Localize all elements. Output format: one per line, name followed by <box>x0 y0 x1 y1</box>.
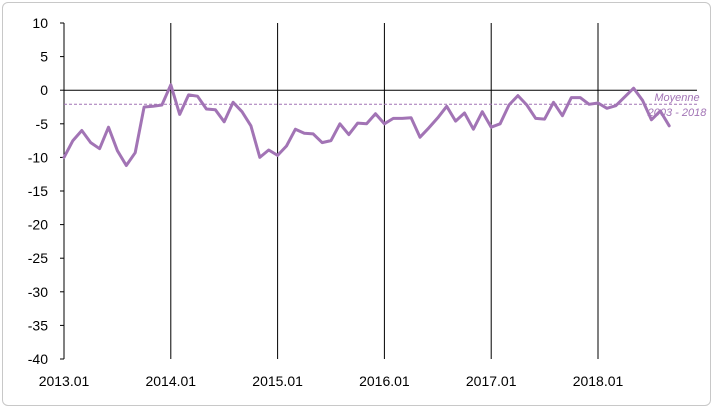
data-point <box>543 118 546 120</box>
data-point <box>615 104 617 107</box>
y-tick-label: -25 <box>28 250 48 266</box>
data-point <box>401 117 404 120</box>
data-point <box>570 96 573 99</box>
data-point <box>187 94 190 96</box>
data-point <box>152 105 154 108</box>
data-point <box>72 139 74 142</box>
data-point <box>63 156 65 159</box>
data-point <box>143 106 145 108</box>
data-point <box>232 101 234 104</box>
data-point <box>508 104 510 106</box>
data-point <box>410 117 412 119</box>
y-tick-label: 10 <box>32 15 48 31</box>
data-point <box>579 96 581 99</box>
data-point <box>125 164 128 167</box>
data-point <box>205 108 208 110</box>
x-tick-label: 2015.01 <box>252 373 303 389</box>
y-axis-ticks: 10 5 0 -5 -10 -15 -20 -25 -30 -35 -40 <box>28 15 64 367</box>
data-point <box>365 123 368 125</box>
data-point <box>267 149 270 151</box>
average-label-line1: Moyenne <box>654 92 699 104</box>
data-point <box>445 105 448 108</box>
data-point <box>588 103 590 106</box>
data-point <box>383 123 386 125</box>
y-tick-label: -30 <box>28 284 48 300</box>
data-point <box>428 127 430 129</box>
series-group <box>62 83 671 167</box>
data-point <box>472 128 475 130</box>
data-point <box>196 95 199 97</box>
data-point <box>534 117 537 120</box>
data-point <box>552 101 555 104</box>
y-tick-label: -15 <box>28 183 48 199</box>
data-point <box>107 126 110 128</box>
data-point <box>419 136 421 138</box>
data-point <box>650 119 653 121</box>
data-point <box>437 117 439 119</box>
data-point <box>294 128 297 130</box>
series-line <box>62 83 671 167</box>
data-point <box>276 154 279 157</box>
data-point <box>632 87 635 89</box>
y-tick-label: 5 <box>40 49 48 65</box>
data-point <box>356 122 359 124</box>
y-tick-label: -10 <box>28 149 48 165</box>
data-point <box>499 123 501 125</box>
data-point <box>161 104 163 106</box>
data-point <box>285 145 288 147</box>
data-point <box>214 108 217 111</box>
x-tick-label: 2016.01 <box>359 373 410 389</box>
data-point <box>623 96 626 98</box>
y-tick-label: -35 <box>28 317 48 333</box>
y-tick-label: -5 <box>36 116 49 132</box>
data-point <box>606 107 608 110</box>
x-tick-label: 2018.01 <box>573 373 624 389</box>
data-point <box>178 113 181 116</box>
data-point <box>374 112 377 115</box>
data-point <box>259 156 261 159</box>
data-point <box>241 110 243 113</box>
data-point <box>597 102 599 104</box>
data-point <box>134 151 136 154</box>
y-tick-label: 0 <box>40 82 48 98</box>
data-point <box>659 110 662 112</box>
x-tick-label: 2014.01 <box>145 373 196 389</box>
data-point <box>517 94 519 97</box>
data-point <box>561 114 564 117</box>
data-point <box>668 125 670 127</box>
data-point <box>490 126 493 128</box>
data-point <box>303 132 306 134</box>
data-point <box>526 104 528 106</box>
data-point <box>89 141 92 144</box>
data-point <box>170 84 172 86</box>
y-tick-label: -40 <box>28 351 48 367</box>
data-point <box>392 117 395 120</box>
x-tick-label: 2013.01 <box>39 373 90 389</box>
data-point <box>312 133 315 135</box>
data-point <box>321 141 323 144</box>
chart-frame <box>2 2 711 406</box>
data-point <box>223 121 225 123</box>
data-point <box>641 99 644 102</box>
year-separator-lines <box>170 23 599 359</box>
data-point <box>463 112 466 114</box>
data-point <box>98 147 101 150</box>
data-point <box>250 125 252 127</box>
y-tick-label: -20 <box>28 217 48 233</box>
x-axis-ticks: 2013.01 2014.01 2015.01 2016.01 2017.01 2018.… <box>39 373 624 389</box>
x-tick-label: 2017.01 <box>466 373 517 389</box>
data-point <box>81 129 83 132</box>
data-point <box>339 123 341 125</box>
data-point <box>481 110 484 113</box>
data-point <box>116 149 119 152</box>
data-point <box>454 120 457 122</box>
data-point <box>330 139 332 142</box>
data-point <box>348 133 350 136</box>
